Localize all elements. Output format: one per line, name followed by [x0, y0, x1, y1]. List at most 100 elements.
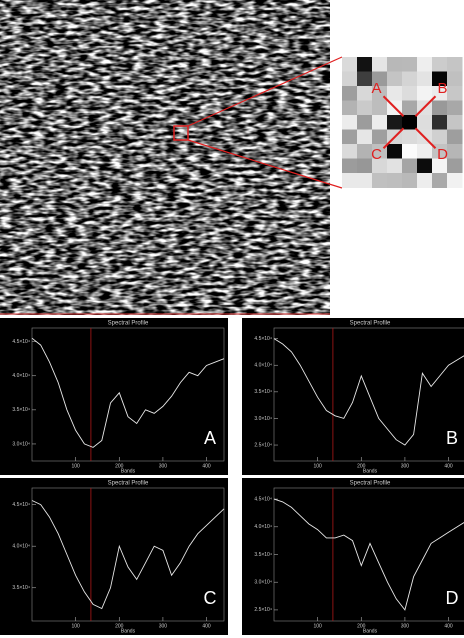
x-tick-label: 400: [202, 463, 211, 469]
x-tick-label: 400: [444, 623, 453, 629]
inset-pixel: [387, 71, 403, 87]
inset-label: C: [371, 146, 382, 163]
plot-title: Spectral Profile: [108, 321, 149, 327]
inset-pixel: [387, 86, 403, 101]
inset-pixel: [432, 57, 448, 72]
spectral-chart: Spectral Profile Bands 3.5×10⁴ 4.0×10⁴ 4.5×1…: [0, 478, 228, 635]
panel-label: B: [446, 428, 458, 448]
inset-pixel: [372, 173, 388, 188]
inset-pixel: [402, 100, 418, 116]
x-tick-label: 100: [313, 463, 322, 469]
inset-pixel: [357, 144, 373, 159]
x-tick-label: 400: [444, 463, 453, 469]
x-tick-label: 200: [357, 463, 366, 469]
inset-pixel: [342, 158, 358, 174]
plot-title: Spectral Profile: [350, 481, 391, 487]
inset-pixel: [372, 115, 388, 130]
inset-pixel: [372, 71, 388, 87]
inset-pixel: [402, 57, 418, 72]
spectral-chart: Spectral Profile Bands 3.0×10⁴ 3.5×10⁴ 4.0×1…: [0, 318, 228, 475]
y-tick-label: 4.5×10⁴: [254, 496, 272, 502]
y-tick-label: 4.0×10⁴: [12, 544, 30, 550]
plot-frame: [31, 487, 225, 622]
inset-pixel: [447, 100, 463, 116]
panel-label: D: [446, 588, 459, 608]
inset-pixel: [417, 173, 433, 188]
inset-pixel: [447, 129, 463, 145]
x-tick-label: 100: [71, 623, 80, 629]
inset-pixel: [387, 115, 403, 130]
x-tick-label: 400: [202, 623, 211, 629]
spectrum-line: [273, 338, 464, 446]
inset-pixel: [447, 144, 463, 159]
inset-pixel: [402, 86, 418, 101]
inset-pixel: [447, 86, 463, 101]
inset-pixel: [357, 129, 373, 145]
inset-label: B: [437, 80, 447, 97]
x-axis-label: Bands: [121, 468, 136, 474]
noise-image: [0, 0, 330, 315]
zoom-box: [173, 125, 189, 141]
x-tick-label: 300: [401, 463, 410, 469]
inset-pixel: [357, 158, 373, 174]
inset-pixel: [402, 115, 418, 130]
inset-pointer: [414, 95, 437, 117]
inset-pixel: [372, 100, 388, 116]
inset-pixel: [432, 129, 448, 145]
zoom-line: [187, 139, 343, 189]
x-axis-label: Bands: [363, 468, 378, 474]
inset-pixel: [387, 173, 403, 188]
x-tick-label: 300: [159, 623, 168, 629]
x-tick-label: 200: [115, 623, 124, 629]
spectral-chart: Spectral Profile Bands 2.5×10⁴ 3.0×10⁴ 3.5×1…: [242, 478, 464, 635]
y-tick-label: 4.5×10⁴: [12, 502, 30, 508]
inset-pixel: [402, 158, 418, 174]
inset-pixel: [342, 173, 358, 188]
inset-pixel: [342, 144, 358, 159]
y-tick-label: 3.0×10⁴: [12, 441, 30, 447]
y-tick-label: 4.0×10⁴: [12, 373, 30, 379]
inset-pixel: [357, 100, 373, 116]
inset-pixel: [387, 144, 403, 159]
image-panel: A B C D: [0, 0, 463, 315]
inset-pixel: [447, 57, 463, 72]
spectrum-line: [273, 498, 464, 611]
panel-label: A: [204, 428, 216, 448]
x-axis-label: Bands: [121, 628, 136, 634]
y-tick-label: 2.5×10⁴: [254, 607, 272, 613]
plot-bg: [242, 318, 464, 475]
inset-pixel: [402, 129, 418, 145]
inset-pixel: [417, 115, 433, 130]
inset-pixel: [357, 115, 373, 130]
inset-pixel: [432, 173, 448, 188]
spectrum-line: [31, 337, 225, 448]
y-tick-label: 3.0×10⁴: [254, 416, 272, 422]
plot-frame: [31, 327, 225, 462]
y-tick-label: 4.0×10⁴: [254, 524, 272, 530]
inset-pixel: [447, 158, 463, 174]
inset-pixel: [372, 57, 388, 72]
plot-bg: [0, 478, 228, 635]
inset-pixel: [372, 158, 388, 174]
inset-pixel: [432, 158, 448, 174]
inset: A B C D: [342, 57, 463, 188]
inset-pixel: [402, 173, 418, 188]
spectral-chart: Spectral Profile Bands 2.5×10⁴ 3.0×10⁴ 3.5×1…: [242, 318, 464, 475]
y-tick-label: 3.5×10⁴: [254, 389, 272, 395]
inset-pixel: [417, 57, 433, 72]
inset-pixel: [357, 86, 373, 101]
inset-pixel: [417, 86, 433, 101]
inset-pixel: [342, 71, 358, 87]
inset-pixel: [432, 115, 448, 130]
inset-pixel: [372, 129, 388, 145]
x-tick-label: 300: [401, 623, 410, 629]
spectrum-line: [31, 500, 225, 610]
inset-pixel: [357, 57, 373, 72]
inset-pixel: [342, 115, 358, 130]
inset-pixel: [357, 173, 373, 188]
x-tick-label: 300: [159, 463, 168, 469]
inset-pixel: [402, 71, 418, 87]
x-tick-label: 100: [71, 463, 80, 469]
inset-pixel: [417, 144, 433, 159]
